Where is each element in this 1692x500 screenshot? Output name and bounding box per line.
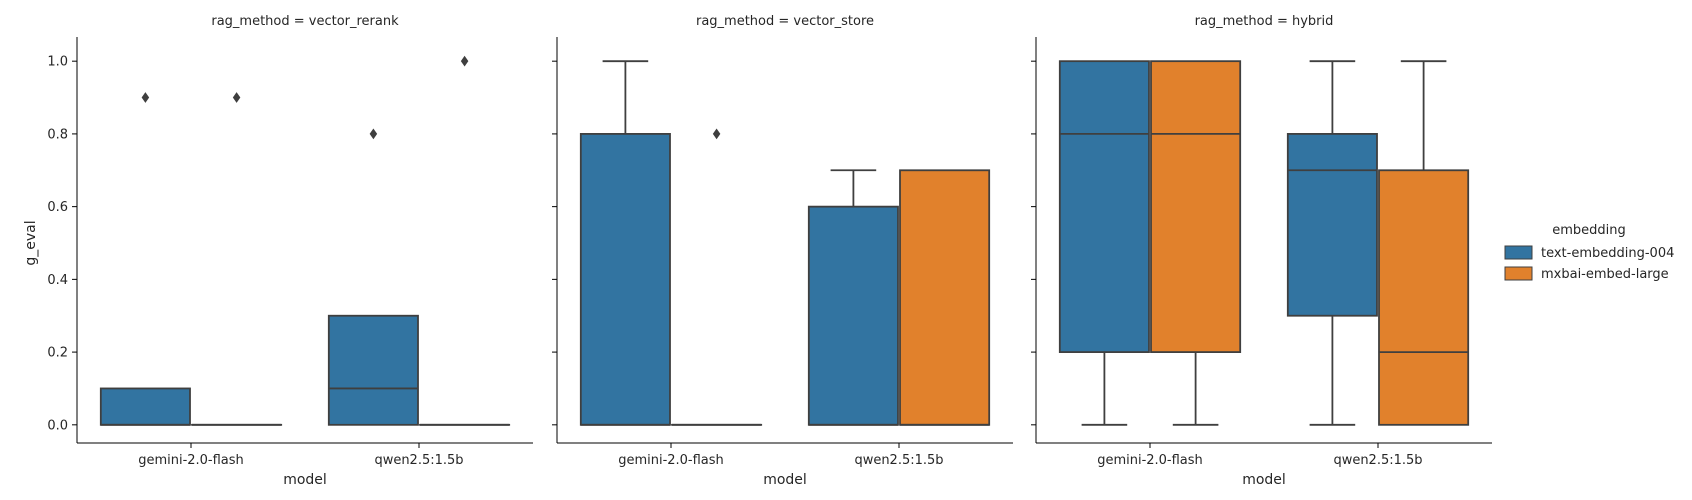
legend-swatch bbox=[1504, 266, 1533, 281]
box-body bbox=[807, 205, 899, 426]
box-body bbox=[327, 314, 419, 426]
outlier-point bbox=[232, 92, 241, 103]
x-axis-label: model bbox=[763, 472, 807, 488]
box-mxbai-embed-large bbox=[1378, 60, 1470, 426]
x-axis-label: model bbox=[1242, 472, 1286, 488]
facet-panel: rag_method = vector_rerank 0.0 0.2 0.4 0.6 0.… bbox=[47, 14, 533, 488]
facet-title: rag_method = vector_rerank bbox=[211, 14, 399, 29]
x-tick-label: gemini-2.0-flash bbox=[618, 453, 724, 468]
box-body bbox=[1150, 60, 1242, 353]
x-axis-label: model bbox=[283, 472, 327, 488]
box-mxbai-embed-large bbox=[1150, 60, 1242, 426]
facet-panel: rag_method = vector_store gemini-2.0-flas… bbox=[552, 14, 1013, 488]
outlier-point bbox=[460, 55, 469, 67]
x-tick-label: gemini-2.0-flash bbox=[138, 453, 244, 468]
box-text-embedding-004 bbox=[327, 128, 419, 426]
y-axis-label: g_eval bbox=[23, 220, 39, 265]
outlier-point bbox=[712, 128, 721, 140]
x-tick-label: gemini-2.0-flash bbox=[1097, 453, 1203, 468]
y-tick-label: 0.8 bbox=[47, 127, 68, 142]
box-text-embedding-004 bbox=[1286, 60, 1378, 426]
box-body bbox=[579, 133, 671, 426]
outlier-point bbox=[141, 92, 150, 103]
y-tick-label: 0.2 bbox=[47, 346, 68, 361]
box-text-embedding-004 bbox=[1058, 60, 1150, 426]
legend-label: text-embedding-004 bbox=[1541, 246, 1674, 261]
box-mxbai-embed-large bbox=[419, 55, 511, 426]
x-tick-label: qwen2.5:1.5b bbox=[854, 453, 943, 468]
box-body bbox=[99, 387, 191, 426]
y-tick-label: 0.4 bbox=[47, 273, 68, 288]
box-mxbai-embed-large bbox=[191, 92, 283, 426]
legend: embedding text-embedding-004 mxbai-embed-l… bbox=[1504, 223, 1674, 282]
legend-label: mxbai-embed-large bbox=[1541, 267, 1669, 282]
y-tick-label: 0.0 bbox=[47, 418, 68, 433]
y-tick-label: 0.6 bbox=[47, 200, 68, 215]
legend-swatch bbox=[1504, 245, 1533, 260]
box-mxbai-embed-large bbox=[671, 128, 763, 426]
box-body bbox=[1286, 133, 1378, 317]
box-body bbox=[1058, 60, 1150, 353]
box-text-embedding-004 bbox=[99, 92, 191, 426]
box-text-embedding-004 bbox=[807, 169, 899, 426]
legend-title: embedding bbox=[1552, 223, 1626, 238]
y-tick-label: 1.0 bbox=[47, 55, 68, 70]
box-body bbox=[1378, 169, 1470, 426]
box-text-embedding-004 bbox=[579, 60, 671, 426]
x-tick-label: qwen2.5:1.5b bbox=[374, 453, 463, 468]
x-tick-label: qwen2.5:1.5b bbox=[1333, 453, 1422, 468]
facet-panel: rag_method = hybrid gemini-2.0-flash qwen2… bbox=[1031, 14, 1492, 488]
box-mxbai-embed-large bbox=[899, 169, 991, 426]
facet-title: rag_method = vector_store bbox=[696, 14, 874, 29]
outlier-point bbox=[369, 128, 378, 140]
facet-title: rag_method = hybrid bbox=[1195, 14, 1334, 29]
box-body bbox=[899, 169, 991, 426]
